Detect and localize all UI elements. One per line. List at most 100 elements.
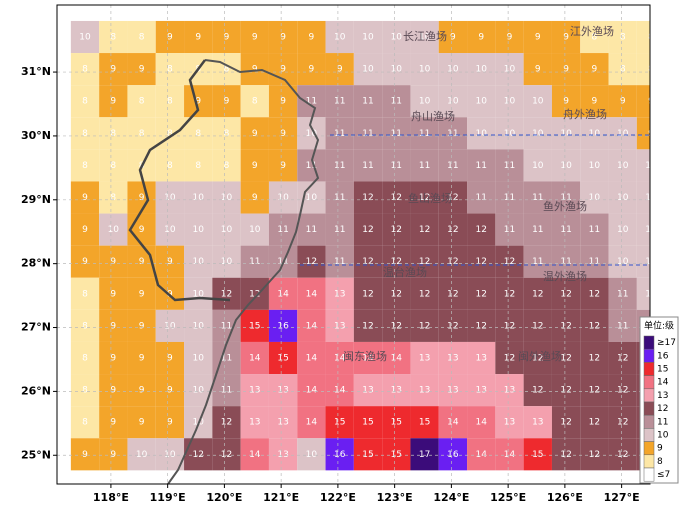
wind-cell bbox=[325, 149, 354, 182]
wind-value: 11 bbox=[249, 257, 260, 267]
wind-value: 11 bbox=[306, 97, 317, 107]
wind-value: 11 bbox=[334, 225, 345, 235]
wind-value: 10 bbox=[192, 386, 204, 396]
wind-cell bbox=[608, 85, 637, 118]
wind-cell bbox=[240, 374, 269, 407]
wind-value: 12 bbox=[362, 289, 373, 299]
wind-cell bbox=[184, 438, 213, 471]
wind-cell bbox=[353, 117, 383, 150]
wind-value: 10 bbox=[645, 161, 657, 171]
wind-value: 13 bbox=[277, 418, 288, 428]
legend-swatch bbox=[643, 467, 655, 482]
wind-cell bbox=[297, 438, 326, 471]
x-tick-label: 127°E bbox=[604, 491, 640, 504]
wind-value: 9 bbox=[195, 33, 201, 43]
wind-cell bbox=[636, 277, 650, 310]
wind-value: 13 bbox=[447, 386, 458, 396]
wind-cell bbox=[99, 438, 128, 471]
wind-value: 12 bbox=[532, 386, 543, 396]
wind-cell bbox=[325, 117, 354, 150]
wind-cell bbox=[636, 85, 650, 118]
wind-value: 11 bbox=[447, 129, 458, 139]
wind-value: 8 bbox=[620, 65, 626, 75]
wind-value: 12 bbox=[362, 193, 373, 203]
wind-cell bbox=[353, 213, 383, 246]
wind-cell bbox=[212, 213, 241, 246]
wind-cell bbox=[353, 438, 383, 471]
x-tick-label: 126°E bbox=[547, 491, 583, 504]
wind-cell bbox=[99, 406, 128, 439]
wind-cell bbox=[212, 149, 241, 182]
wind-cell bbox=[580, 309, 609, 342]
wind-value: 11 bbox=[334, 161, 345, 171]
wind-value: 11 bbox=[504, 193, 515, 203]
wind-cell bbox=[636, 53, 650, 86]
wind-cell bbox=[608, 438, 637, 471]
wind-value: 12 bbox=[221, 418, 232, 428]
wind-value: 10 bbox=[645, 289, 657, 299]
wind-cell bbox=[410, 213, 439, 246]
wind-cell bbox=[382, 277, 411, 310]
wind-cell bbox=[382, 20, 411, 54]
wind-cell bbox=[184, 117, 213, 150]
wind-cell bbox=[155, 245, 185, 278]
wind-value: 11 bbox=[617, 289, 628, 299]
wind-cell bbox=[410, 149, 439, 182]
legend-swatch bbox=[643, 454, 655, 469]
wind-cell bbox=[467, 20, 496, 54]
wind-value: 12 bbox=[532, 321, 543, 331]
wind-cell bbox=[240, 309, 269, 342]
wind-value: 11 bbox=[419, 161, 430, 171]
wind-cell bbox=[240, 53, 269, 86]
wind-value: 12 bbox=[391, 193, 402, 203]
wind-value: 9 bbox=[82, 225, 88, 235]
wind-value: 11 bbox=[391, 129, 402, 139]
wind-cell bbox=[580, 341, 609, 375]
wind-value: 8 bbox=[82, 386, 88, 396]
legend-swatch bbox=[643, 362, 655, 376]
wind-cell bbox=[184, 277, 213, 310]
wind-cell bbox=[268, 438, 298, 471]
wind-value: 9 bbox=[309, 33, 315, 43]
wind-cell bbox=[523, 20, 552, 54]
wind-cell bbox=[70, 309, 100, 342]
wind-value: 12 bbox=[504, 257, 515, 267]
wind-value: 9 bbox=[110, 257, 116, 267]
y-tick-label: 25°N bbox=[21, 448, 51, 461]
wind-cell bbox=[495, 341, 524, 375]
wind-value: 8 bbox=[82, 289, 88, 299]
wind-value: 10 bbox=[645, 225, 657, 235]
wind-cell bbox=[495, 20, 524, 54]
wind-cell bbox=[382, 245, 411, 278]
wind-cell bbox=[297, 85, 326, 118]
wind-value: 12 bbox=[589, 386, 600, 396]
wind-cell bbox=[382, 341, 411, 375]
wind-value: 12 bbox=[475, 321, 486, 331]
wind-cell bbox=[70, 341, 100, 375]
x-tick-label: 118°E bbox=[93, 491, 129, 504]
wind-cell bbox=[438, 149, 468, 182]
wind-cell bbox=[127, 20, 156, 54]
wind-cell bbox=[70, 374, 100, 407]
fishing-area-label: 舟山渔场 bbox=[411, 109, 455, 123]
wind-cell bbox=[70, 277, 100, 310]
wind-cell bbox=[580, 438, 609, 471]
wind-cell bbox=[155, 213, 185, 246]
wind-cell bbox=[382, 181, 411, 214]
wind-value: 15 bbox=[391, 418, 402, 428]
wind-cell bbox=[155, 20, 185, 54]
wind-value: 10 bbox=[192, 225, 204, 235]
wind-value: 10 bbox=[532, 97, 544, 107]
wind-value: 13 bbox=[277, 450, 288, 460]
wind-value: 11 bbox=[560, 193, 571, 203]
wind-value: 9 bbox=[252, 33, 258, 43]
fishing-area-label: 闽东渔场 bbox=[343, 349, 387, 363]
fishing-area-label: 温台渔场 bbox=[383, 265, 427, 279]
wind-cell bbox=[382, 438, 411, 471]
wind-cell bbox=[184, 181, 213, 214]
wind-cell bbox=[240, 245, 269, 278]
wind-value: 9 bbox=[110, 418, 116, 428]
fishing-area-label: 闽外渔场 bbox=[518, 349, 562, 363]
wind-value: 10 bbox=[617, 193, 629, 203]
